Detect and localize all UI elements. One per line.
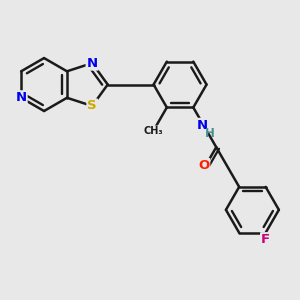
Text: F: F (261, 233, 270, 246)
Text: O: O (198, 159, 209, 172)
Text: N: N (197, 119, 208, 132)
Text: N: N (87, 57, 98, 70)
Text: H: H (205, 127, 214, 140)
Text: N: N (16, 91, 27, 104)
Text: S: S (87, 100, 97, 112)
Text: CH₃: CH₃ (143, 126, 163, 136)
